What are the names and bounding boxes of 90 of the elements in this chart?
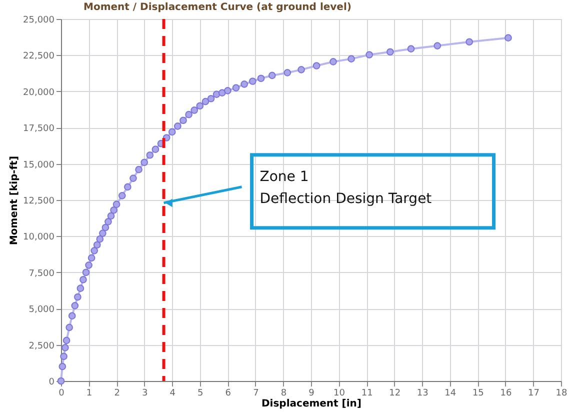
y-tick-label: 12,500 [23, 196, 55, 206]
point [249, 78, 256, 85]
point [240, 80, 248, 88]
point [118, 192, 126, 200]
point [124, 183, 132, 191]
point [130, 174, 137, 182]
point [504, 34, 512, 42]
x-tick-label: 16 [500, 388, 512, 398]
y-tick-label: 0 [48, 378, 55, 388]
point [76, 284, 84, 292]
y-tick-label: 20,000 [23, 88, 55, 98]
point [185, 110, 192, 118]
x-tick-label: 1 [86, 388, 92, 398]
point [93, 241, 101, 249]
y-axis-title: Moment [kip-ft] [9, 156, 20, 246]
x-tick-label: 3 [142, 388, 148, 398]
x-tick-label: 2 [114, 388, 120, 398]
x-axis-title: Displacement [in] [262, 398, 362, 410]
point [82, 268, 90, 276]
y-tick-label: 15,000 [23, 160, 55, 170]
y-tick-label: 17,500 [23, 124, 55, 134]
point [232, 84, 240, 92]
point [135, 166, 142, 174]
point [58, 362, 66, 370]
point [386, 48, 394, 56]
point [330, 58, 337, 66]
x-tick-label: 15 [472, 388, 484, 398]
point [298, 66, 305, 74]
x-tick-label: 13 [416, 388, 428, 398]
point [62, 344, 69, 352]
x-tick-label: 8 [280, 388, 287, 398]
point [146, 151, 154, 159]
point [257, 74, 265, 82]
point [85, 262, 92, 269]
y-tick-label: 25,000 [23, 16, 55, 26]
chart-title: Moment / Displacement Curve (at ground level) [84, 2, 352, 13]
point [466, 38, 473, 46]
x-tick-label: 7 [253, 388, 259, 398]
point [284, 69, 292, 76]
point [104, 218, 112, 226]
x-tick-label: 9 [308, 388, 315, 398]
x-tick-label: 14 [444, 388, 456, 398]
x-tick-label: 17 [528, 388, 540, 398]
point [62, 336, 70, 344]
x-tick-label: 5 [198, 388, 204, 398]
point [107, 212, 115, 220]
point [99, 230, 106, 237]
point [80, 276, 87, 284]
x-tick-label: 11 [361, 388, 373, 398]
point [60, 352, 68, 360]
point [174, 122, 182, 130]
point [190, 106, 198, 114]
point [218, 89, 226, 97]
point [102, 224, 110, 232]
y-tick-label: 5,000 [28, 305, 55, 316]
point [196, 102, 204, 110]
point [224, 87, 232, 94]
point [112, 200, 120, 208]
point [180, 116, 187, 124]
point [74, 293, 82, 301]
x-tick-label: 12 [389, 388, 401, 398]
point [88, 254, 96, 262]
x-tick-label: 6 [225, 388, 232, 398]
point [68, 312, 76, 320]
y-tick-label: 10,000 [23, 232, 55, 243]
y-tick-label: 7,500 [28, 268, 55, 279]
point [312, 62, 320, 70]
point [366, 51, 373, 58]
point [140, 158, 148, 166]
point [202, 98, 210, 106]
x-tick-label: 4 [170, 388, 176, 398]
point [348, 55, 355, 62]
point [168, 128, 176, 136]
x-tick-label: 0 [58, 388, 65, 398]
point [66, 324, 73, 332]
point [96, 235, 104, 243]
point [268, 72, 276, 80]
point [152, 146, 160, 153]
point [110, 206, 118, 214]
y-tick-label: 2,500 [28, 341, 55, 352]
point [434, 42, 442, 50]
point [57, 377, 65, 385]
y-tick-label: 22,500 [23, 52, 55, 62]
point [71, 302, 79, 310]
point [90, 247, 98, 254]
annotation: Zone 1 Deflection Design Target [260, 168, 432, 207]
x-tick-label: 10 [334, 388, 346, 398]
x-tick-label: 18 [556, 388, 568, 398]
point [407, 45, 415, 52]
point [207, 94, 215, 102]
